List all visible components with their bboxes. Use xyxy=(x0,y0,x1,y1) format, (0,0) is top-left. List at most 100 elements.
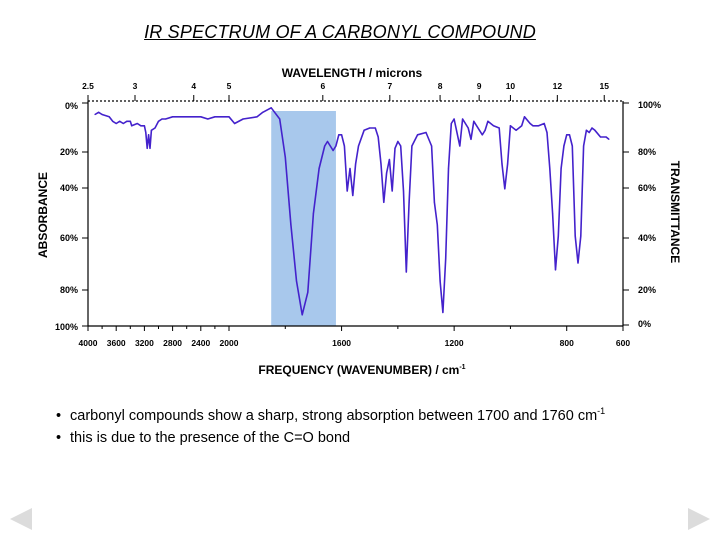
spectrum-point xyxy=(179,116,181,118)
spectrum-point xyxy=(346,190,348,192)
spectrum-point xyxy=(450,122,452,125)
spectrum-point xyxy=(150,129,152,131)
spectrum-point xyxy=(439,280,441,282)
right-tick-label: 100% xyxy=(638,100,661,110)
spectrum-point xyxy=(343,145,345,147)
arrow-left-icon[interactable] xyxy=(10,508,32,530)
spectrum-point xyxy=(94,113,96,116)
spectrum-point xyxy=(228,116,230,118)
spectrum-point xyxy=(148,134,150,136)
spectrum-point xyxy=(374,127,376,129)
spectrum-point xyxy=(341,134,343,136)
spectrum-point xyxy=(543,122,545,125)
slide-title: IR SPECTRUM OF A CARBONYL COMPOUND xyxy=(0,22,720,43)
spectrum-point xyxy=(149,147,151,149)
bottom-tick-label: 2800 xyxy=(163,338,182,348)
spectrum-point xyxy=(140,125,142,127)
spectrum-line xyxy=(94,107,610,316)
spectrum-point xyxy=(357,145,360,147)
bottom-axis-title: FREQUENCY (WAVENUMBER) / cm-1 xyxy=(258,363,465,377)
bullet-item: • this is due to the presence of the C=O … xyxy=(56,427,605,449)
spectrum-point xyxy=(324,145,326,147)
spectrum-point xyxy=(386,172,388,174)
spectrum-point xyxy=(338,134,340,136)
top-tick-label: 9 xyxy=(477,81,482,91)
spectrum-point xyxy=(594,129,596,131)
spectrum-point xyxy=(467,127,469,129)
spectrum-point xyxy=(605,136,607,138)
bottom-tick-label: 2000 xyxy=(220,338,239,348)
spectrum-point xyxy=(501,163,503,165)
bottom-axis-title-main: FREQUENCY (WAVENUMBER) / cm xyxy=(258,363,459,377)
spectrum-point xyxy=(307,291,309,293)
spectrum-point xyxy=(295,280,298,282)
arrow-right-icon[interactable] xyxy=(688,508,710,530)
spectrum-point xyxy=(355,163,357,165)
spectrum-point xyxy=(377,136,379,138)
spectrum-point xyxy=(571,145,573,147)
top-tick-label: 3 xyxy=(133,81,138,91)
spectrum-point xyxy=(408,201,410,203)
spectrum-point xyxy=(193,116,195,118)
spectrum-point xyxy=(329,145,331,147)
bullet-text: this is due to the presence of the C=O b… xyxy=(70,429,351,446)
spectrum-point xyxy=(112,120,114,122)
spectrum-point xyxy=(279,118,281,120)
bullet-marker: • xyxy=(56,429,62,446)
spectrum-point xyxy=(462,118,464,120)
spectrum-point xyxy=(214,116,216,118)
left-tick-label: 40% xyxy=(60,183,78,193)
right-tick-label: 20% xyxy=(638,285,656,295)
spectrum-point xyxy=(546,131,548,134)
spectrum-point xyxy=(515,129,517,131)
spectrum-point xyxy=(405,271,407,273)
spectrum-point xyxy=(560,167,562,170)
spectrum-point xyxy=(363,129,365,131)
spectrum-point xyxy=(577,262,579,264)
spectrum-point xyxy=(504,188,506,190)
top-tick-label: 6 xyxy=(320,81,325,91)
bullet-sup: -1 xyxy=(597,406,606,416)
bullet-item: • carbonyl compounds show a sharp, strong… xyxy=(56,400,605,427)
bullet-marker: • xyxy=(56,407,62,424)
spectrum-point xyxy=(549,167,551,170)
spectrum-point xyxy=(552,212,554,215)
top-axis-title: WAVELENGTH / microns xyxy=(282,66,423,80)
spectrum-point xyxy=(349,167,351,170)
bottom-tick-label: 2400 xyxy=(191,338,210,348)
spectrum-point xyxy=(433,201,435,203)
spectrum-point xyxy=(580,235,582,237)
spectrum-point xyxy=(532,125,534,127)
spectrum-point xyxy=(136,122,138,125)
spectrum-point xyxy=(507,163,509,165)
spectrum-point xyxy=(585,129,588,131)
spectrum-point xyxy=(557,235,559,237)
spectrum-point xyxy=(591,127,593,129)
spectrum-point xyxy=(445,257,447,260)
spectrum-point xyxy=(498,127,500,129)
spectrum-point xyxy=(394,147,396,149)
spectrum-point xyxy=(326,140,329,143)
bottom-tick-label: 3600 xyxy=(107,338,126,348)
bullet-list: • carbonyl compounds show a sharp, strong… xyxy=(56,400,605,449)
spectrum-point xyxy=(270,107,272,109)
spectrum-point xyxy=(129,120,131,122)
spectrum-point xyxy=(380,163,382,165)
spectrum-point xyxy=(588,131,590,134)
spectrum-point xyxy=(119,120,121,122)
spectrum-point xyxy=(242,118,244,120)
right-tick-label: 80% xyxy=(638,147,656,157)
spectrum-point xyxy=(154,127,156,129)
bottom-tick-label: 4000 xyxy=(79,338,98,348)
spectrum-point xyxy=(391,190,393,192)
right-tick-label: 40% xyxy=(638,233,656,243)
spectrum-point xyxy=(473,120,475,122)
spectrum-point xyxy=(411,145,413,147)
spectrum-point xyxy=(131,125,133,127)
spectrum-point xyxy=(115,122,117,125)
spectrum-point xyxy=(318,167,320,170)
top-tick-label: 12 xyxy=(553,81,563,91)
spectrum-point xyxy=(529,122,531,125)
spectrum-point xyxy=(568,134,571,136)
spectrum-point xyxy=(521,125,523,127)
